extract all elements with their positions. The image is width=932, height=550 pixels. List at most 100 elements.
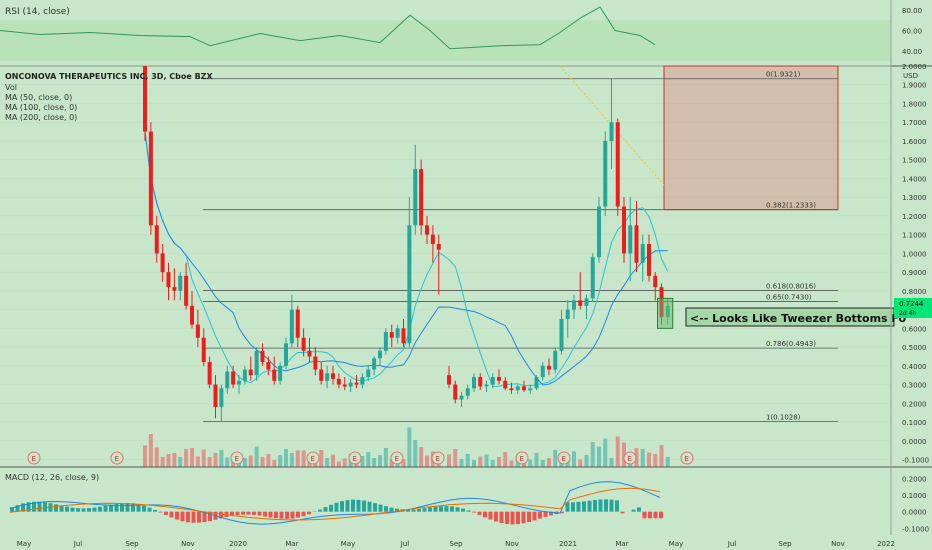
candle-body <box>190 305 194 325</box>
macd-histogram-bar <box>70 507 75 512</box>
volume-bar <box>534 453 539 467</box>
price-tick-label: 1.6000 <box>902 138 927 146</box>
time-tick-label: May <box>669 540 683 548</box>
macd-histogram-bar <box>10 507 14 512</box>
fibonacci-levels: 0(1.9321) 0.382(1.2333) 0.618(0.8016) 0.65(… <box>203 71 838 422</box>
macd-histogram-bar <box>37 501 42 512</box>
volume-bar <box>497 457 501 467</box>
candle-body <box>603 140 608 207</box>
candle-body <box>559 318 564 351</box>
macd-axis: 0.2000 0.1000 0.0000 -0.1000 <box>902 475 929 533</box>
time-tick-label: Nov <box>831 540 845 548</box>
candle-body <box>401 328 406 344</box>
macd-histogram-bar <box>268 511 273 518</box>
candle-body <box>534 377 539 389</box>
price-tick-label: 1.9000 <box>902 82 927 90</box>
volume-bar <box>615 436 620 467</box>
fib-label: 0.65(0.7430) <box>766 294 812 302</box>
macd-histogram-bar <box>142 505 146 512</box>
macd-histogram-bar <box>395 508 399 512</box>
macd-histogram-bar <box>235 511 240 516</box>
volume-bar <box>465 454 470 467</box>
macd-histogram-bar <box>609 499 614 512</box>
price-tick-label: 0.2000 <box>902 400 927 408</box>
volume-bar <box>553 450 558 467</box>
macd-histogram-bar <box>329 504 333 512</box>
macd-histogram-bar <box>81 508 86 512</box>
rsi-panel: RSI (14, close) 80.00 60.00 40.00 <box>0 6 922 61</box>
candle-body <box>154 225 159 254</box>
volume-bar <box>528 459 533 467</box>
ma-100-line <box>144 131 668 386</box>
chart-title: ONCONOVA THERAPEUTICS INC, 3D, Cboe BZX <box>5 72 213 81</box>
volume-bar <box>407 427 412 467</box>
macd-tick-label: 0.1000 <box>902 492 927 500</box>
macd-histogram-bar <box>477 511 482 515</box>
candle-body <box>213 384 218 408</box>
ma-50-line <box>144 131 669 388</box>
macd-histogram-bar <box>147 507 152 512</box>
time-tick-label: Jul <box>400 540 410 548</box>
rsi-line <box>0 6 656 50</box>
candle-body <box>407 225 412 344</box>
candle-body <box>342 384 347 387</box>
price-tick-label: 1.0000 <box>902 250 927 258</box>
volume-bar <box>148 434 153 467</box>
volume-bar <box>459 459 464 467</box>
macd-histogram-bar <box>406 509 410 512</box>
candle-body <box>459 395 464 400</box>
macd-title: MACD (12, 26, close, 9) <box>5 473 99 482</box>
macd-histogram-bar <box>549 511 553 516</box>
macd-histogram-bar <box>54 504 58 512</box>
price-tick-label: 0.9000 <box>902 269 927 277</box>
macd-histogram-bar <box>604 499 608 512</box>
earnings-marker <box>557 451 571 465</box>
volume-bar <box>143 445 147 467</box>
candle-body <box>260 350 265 363</box>
candle-body <box>503 380 508 389</box>
macd-histogram-bar <box>345 500 350 512</box>
candle-body <box>515 386 520 391</box>
macd-histogram-bar <box>164 511 168 516</box>
fib-label: 0.786(0.4943) <box>766 340 816 348</box>
macd-histogram-bar <box>598 499 603 512</box>
macd-histogram-bar <box>21 503 25 512</box>
macd-histogram-bar <box>373 503 377 512</box>
earnings-marker <box>27 451 41 465</box>
volume-bar <box>547 458 551 467</box>
time-tick-label: Jul <box>727 540 737 548</box>
macd-histogram <box>10 499 663 525</box>
macd-histogram-bar <box>439 506 443 512</box>
candlesticks <box>143 66 670 423</box>
macd-histogram-bar <box>230 511 234 516</box>
macd-histogram-bar <box>180 511 185 522</box>
macd-panel: MACD (12, 26, close, 9) 0.2000 0.1000 0.00… <box>5 473 929 533</box>
macd-histogram-bar <box>384 506 388 512</box>
earnings-marker-label: E <box>436 455 440 463</box>
volume-bar <box>336 461 341 467</box>
candle-body <box>348 382 353 387</box>
volume-bar <box>584 455 589 467</box>
macd-histogram-bar <box>637 507 641 512</box>
price-tick-label: 1.2000 <box>902 213 927 221</box>
candle-body <box>383 332 388 351</box>
macd-histogram-bar <box>197 511 201 523</box>
macd-histogram-bar <box>659 511 663 519</box>
macd-histogram-bar <box>521 511 526 524</box>
volume-bar <box>653 454 658 467</box>
macd-histogram-bar <box>538 511 542 519</box>
candle-body <box>389 332 394 338</box>
price-tick-label: 1.7000 <box>902 119 927 127</box>
candle-body <box>578 300 583 306</box>
rsi-tick-label: 40.00 <box>902 48 922 56</box>
candle-body <box>184 275 189 306</box>
macd-histogram-bar <box>334 502 339 512</box>
candle-body <box>436 244 441 250</box>
candle-body <box>413 169 418 226</box>
macd-histogram-bar <box>290 511 295 519</box>
macd-histogram-bar <box>263 511 267 517</box>
volume-bar <box>195 456 200 467</box>
candle-body <box>453 384 458 400</box>
time-tick-label: Sep <box>778 540 792 548</box>
earnings-marker <box>680 451 694 465</box>
